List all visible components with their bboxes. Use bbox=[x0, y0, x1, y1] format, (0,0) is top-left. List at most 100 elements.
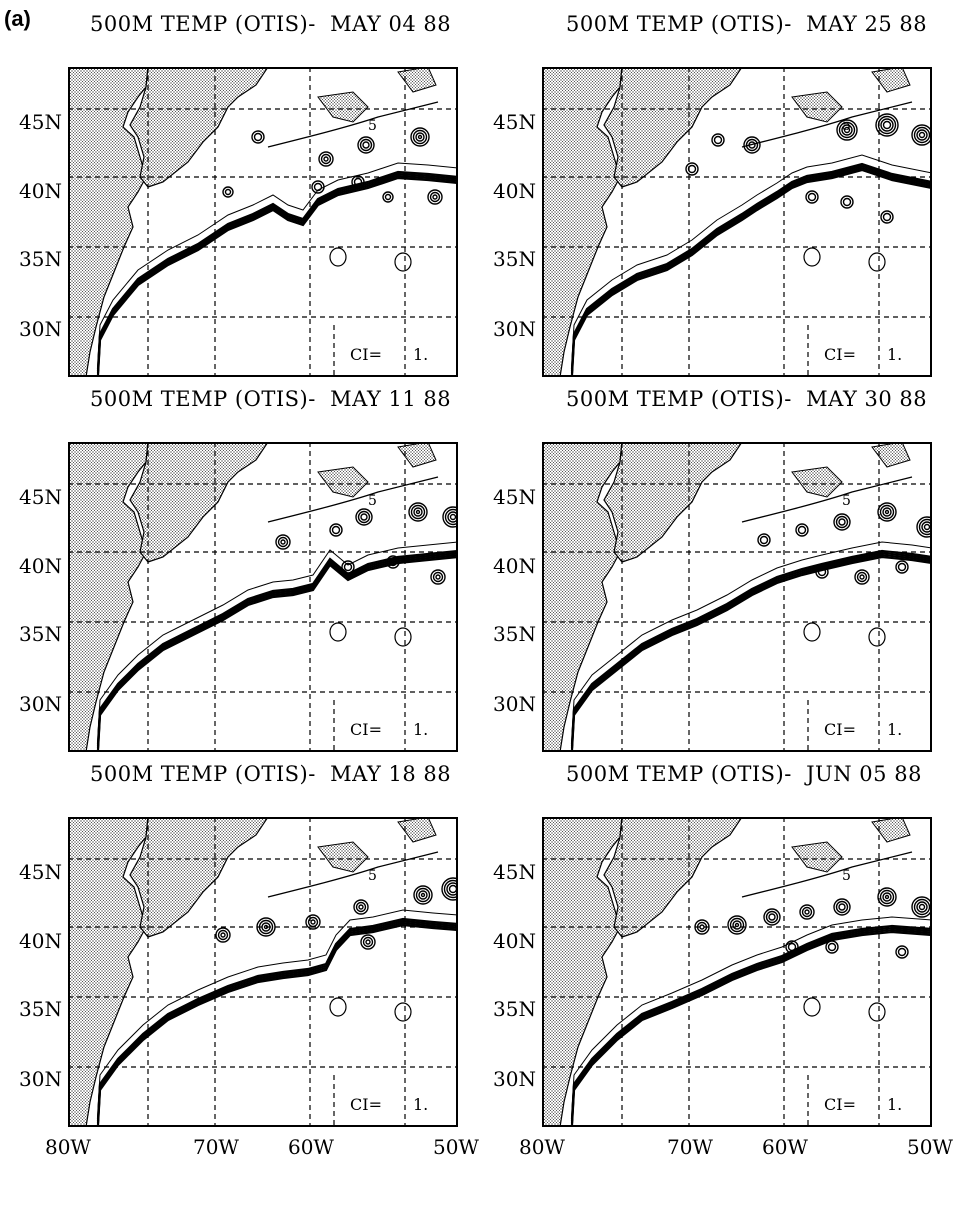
eddy-ring bbox=[877, 115, 897, 135]
latitude-label: 35N bbox=[19, 997, 62, 1021]
shelf-contour bbox=[97, 541, 458, 736]
eddy-ring bbox=[827, 942, 837, 952]
eddy-ring bbox=[838, 903, 846, 911]
eddy-ring bbox=[365, 939, 371, 945]
isotherm-contour bbox=[267, 476, 439, 523]
eddy-ring bbox=[413, 885, 433, 905]
eddy-ring bbox=[444, 508, 458, 526]
eddy-ring bbox=[362, 936, 374, 948]
latitude-label: 30N bbox=[493, 1067, 536, 1091]
latitude-label: 40N bbox=[19, 929, 62, 953]
gulf-stream-contour bbox=[96, 921, 458, 1124]
eddy-ring bbox=[884, 509, 890, 515]
contour-interval-value: 1. bbox=[413, 1095, 428, 1114]
eddy-ring bbox=[442, 506, 458, 528]
gulf-stream-contour bbox=[96, 174, 458, 374]
eddy-ring bbox=[880, 210, 894, 224]
gulf-stream-contour bbox=[96, 919, 458, 1122]
gulf-stream-contour bbox=[96, 551, 458, 747]
gulf-stream-contour bbox=[96, 170, 458, 370]
eddy-ring bbox=[743, 136, 761, 154]
longitude-label: 50W bbox=[906, 1135, 953, 1159]
eddy-ring bbox=[420, 892, 426, 898]
eddy-ring bbox=[843, 126, 851, 134]
land-mass bbox=[791, 841, 843, 873]
eddy-ring bbox=[729, 917, 745, 933]
temperature-map: 5 CI= 1. bbox=[542, 817, 932, 1127]
eddy-ring bbox=[797, 525, 807, 535]
eddy-ring bbox=[757, 533, 771, 547]
eddy-ring bbox=[804, 909, 810, 915]
eddy-ring bbox=[880, 118, 894, 132]
contour-blob bbox=[394, 1002, 412, 1022]
eddy-ring bbox=[879, 504, 895, 520]
gulf-stream-contour bbox=[570, 924, 932, 1120]
eddy-ring bbox=[320, 153, 332, 165]
land-mass bbox=[871, 67, 911, 93]
latitude-label: 45N bbox=[19, 110, 62, 134]
gulf-stream-contour bbox=[570, 928, 932, 1124]
eddy-ring bbox=[836, 119, 858, 141]
panel-title: 500M TEMP (OTIS)- MAY 11 88 bbox=[90, 387, 452, 411]
gulf-stream-contour bbox=[570, 930, 932, 1126]
eddy-ring bbox=[358, 904, 364, 910]
panel-title: 500M TEMP (OTIS)- MAY 04 88 bbox=[90, 12, 452, 36]
eddy-ring bbox=[413, 507, 423, 517]
latitude-label: 30N bbox=[19, 1067, 62, 1091]
eddy-ring bbox=[215, 927, 231, 943]
contour-label: 5 bbox=[842, 868, 851, 884]
land-mass bbox=[791, 91, 843, 123]
eddy-ring bbox=[415, 132, 425, 142]
eddy-ring bbox=[359, 138, 373, 152]
land-mass bbox=[397, 67, 437, 93]
eddy-ring bbox=[417, 134, 423, 140]
panel-title: 500M TEMP (OTIS)- MAY 18 88 bbox=[90, 762, 452, 786]
eddy-ring bbox=[913, 898, 931, 916]
land-mass bbox=[317, 91, 369, 123]
eddy-ring bbox=[384, 193, 392, 201]
eddy-ring bbox=[748, 141, 756, 149]
longitude-label: 60W bbox=[287, 1135, 334, 1159]
gulf-stream-contour bbox=[96, 917, 458, 1120]
map-frame bbox=[542, 442, 932, 752]
eddy-ring bbox=[877, 502, 897, 522]
shelf-contour bbox=[571, 916, 932, 1111]
isotherm-contour bbox=[741, 101, 913, 148]
eddy-ring bbox=[449, 513, 457, 521]
latitude-label: 45N bbox=[493, 110, 536, 134]
eddy-ring bbox=[331, 525, 341, 535]
latitude-label: 40N bbox=[19, 179, 62, 203]
eddy-ring bbox=[224, 188, 232, 196]
contour-label: 5 bbox=[368, 118, 377, 134]
eddy-ring bbox=[877, 887, 897, 907]
eddy-ring bbox=[446, 882, 458, 896]
eddy-ring bbox=[916, 516, 932, 538]
eddy-ring bbox=[882, 120, 892, 130]
eddy-ring bbox=[323, 156, 329, 162]
eddy-ring bbox=[897, 562, 907, 572]
eddy-ring bbox=[388, 557, 398, 567]
contour-blob bbox=[394, 627, 412, 647]
latitude-label: 35N bbox=[19, 622, 62, 646]
contour-interval-value: 1. bbox=[887, 720, 902, 739]
gulf-stream-contour bbox=[96, 923, 458, 1126]
contour-interval-value: 1. bbox=[413, 345, 428, 364]
longitude-label: 60W bbox=[761, 1135, 808, 1159]
contour-blob bbox=[868, 1002, 886, 1022]
latitude-label: 30N bbox=[493, 692, 536, 716]
latitude-label: 45N bbox=[493, 860, 536, 884]
eddy-ring bbox=[685, 162, 699, 176]
shelf-contour bbox=[571, 154, 932, 361]
eddy-ring bbox=[854, 569, 870, 585]
latitude-label: 30N bbox=[493, 317, 536, 341]
gulf-stream-contour bbox=[570, 164, 932, 372]
land-mass bbox=[542, 817, 623, 1127]
temperature-map: 5 CI= 1. bbox=[68, 817, 458, 1127]
eddy-ring bbox=[732, 920, 742, 930]
gulf-stream-contour bbox=[96, 176, 458, 376]
eddy-ring bbox=[357, 136, 375, 154]
eddy-ring bbox=[382, 191, 394, 203]
eddy-ring bbox=[412, 129, 428, 145]
eddy-ring bbox=[353, 899, 369, 915]
gulf-stream-contour bbox=[570, 553, 932, 749]
